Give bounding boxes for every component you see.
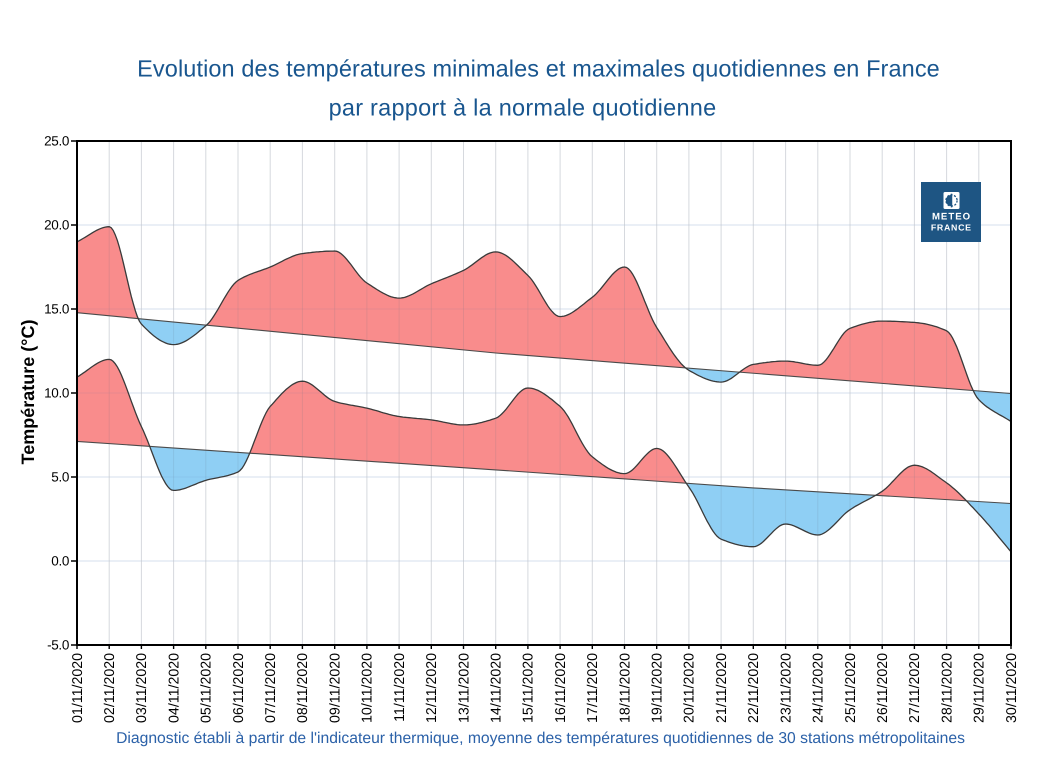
- svg-text:-5.0: -5.0: [47, 637, 69, 652]
- svg-text:10.0: 10.0: [44, 385, 69, 400]
- svg-text:METEO: METEO: [932, 212, 971, 223]
- svg-text:02/11/2020: 02/11/2020: [102, 653, 118, 723]
- svg-text:Diagnostic établi à partir de: Diagnostic établi à partir de l'indicate…: [116, 730, 965, 747]
- svg-text:08/11/2020: 08/11/2020: [295, 653, 311, 723]
- svg-text:27/11/2020: 27/11/2020: [907, 653, 923, 723]
- svg-text:5.0: 5.0: [51, 469, 69, 484]
- svg-text:23/11/2020: 23/11/2020: [778, 653, 794, 723]
- svg-text:24/11/2020: 24/11/2020: [811, 653, 827, 723]
- svg-text:0.0: 0.0: [51, 553, 69, 568]
- svg-text:20/11/2020: 20/11/2020: [682, 653, 698, 723]
- svg-text:25.0: 25.0: [44, 133, 69, 148]
- svg-text:21/11/2020: 21/11/2020: [714, 653, 730, 723]
- svg-text:par rapport à la normale quoti: par rapport à la normale quotidienne: [329, 95, 717, 121]
- svg-text:16/11/2020: 16/11/2020: [553, 653, 569, 723]
- svg-text:06/11/2020: 06/11/2020: [231, 653, 247, 723]
- svg-text:20.0: 20.0: [44, 217, 69, 232]
- svg-text:09/11/2020: 09/11/2020: [328, 653, 344, 723]
- svg-text:FRANCE: FRANCE: [931, 222, 972, 232]
- svg-text:13/11/2020: 13/11/2020: [456, 653, 472, 723]
- svg-text:28/11/2020: 28/11/2020: [939, 653, 955, 723]
- svg-text:26/11/2020: 26/11/2020: [875, 653, 891, 723]
- svg-text:Température (°C): Température (°C): [18, 320, 38, 465]
- svg-text:22/11/2020: 22/11/2020: [746, 653, 762, 723]
- svg-text:11/11/2020: 11/11/2020: [392, 653, 408, 722]
- svg-text:04/11/2020: 04/11/2020: [166, 653, 182, 723]
- svg-text:25/11/2020: 25/11/2020: [843, 653, 859, 723]
- svg-text:18/11/2020: 18/11/2020: [617, 653, 633, 723]
- svg-text:12/11/2020: 12/11/2020: [424, 653, 440, 723]
- svg-text:10/11/2020: 10/11/2020: [360, 653, 376, 723]
- svg-text:29/11/2020: 29/11/2020: [972, 653, 988, 723]
- svg-text:Evolution des températures min: Evolution des températures minimales et …: [137, 56, 940, 82]
- svg-text:14/11/2020: 14/11/2020: [489, 653, 505, 723]
- svg-text:03/11/2020: 03/11/2020: [134, 653, 150, 723]
- svg-text:15/11/2020: 15/11/2020: [521, 653, 537, 723]
- svg-text:15.0: 15.0: [44, 301, 69, 316]
- svg-text:17/11/2020: 17/11/2020: [585, 653, 601, 723]
- svg-text:30/11/2020: 30/11/2020: [1004, 653, 1020, 723]
- svg-text:01/11/2020: 01/11/2020: [70, 653, 86, 723]
- svg-text:19/11/2020: 19/11/2020: [650, 653, 666, 723]
- svg-text:05/11/2020: 05/11/2020: [199, 653, 215, 723]
- svg-text:07/11/2020: 07/11/2020: [263, 653, 279, 723]
